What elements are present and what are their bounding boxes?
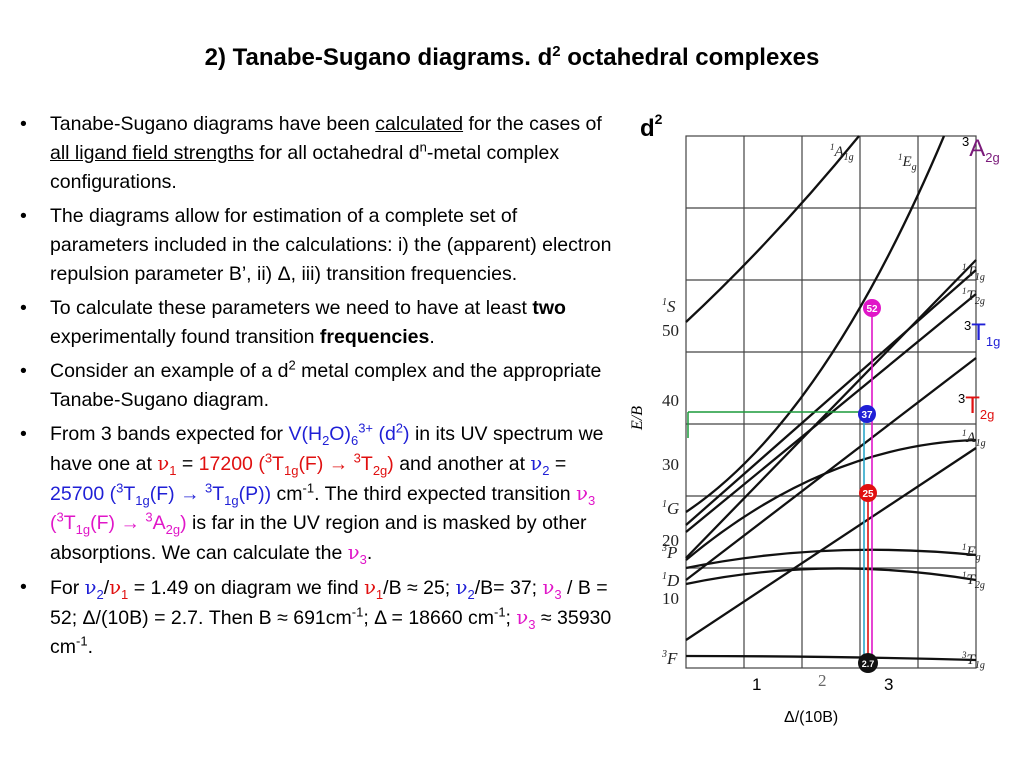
- top-term-labels: 1A1g 1Eg: [830, 142, 917, 173]
- term-label-1G: 1G: [662, 499, 679, 518]
- marker-2.7-label: 2.7: [862, 659, 875, 669]
- term-label-1A1g-top: 1A1g: [830, 142, 854, 163]
- big-state-labels: 3A2g 3T1g 3T2g: [958, 134, 1000, 422]
- marker-37-dot: [858, 405, 876, 423]
- grid-frame: [685, 135, 977, 669]
- y-tick-label: 50: [662, 321, 679, 340]
- big-label-3T2g: 3T2g: [958, 391, 994, 422]
- y-tick-label: 30: [662, 455, 679, 474]
- term-label-3P: 3P: [661, 543, 677, 562]
- curve-1A1g: [685, 438, 977, 561]
- term-label-3T1g-ground: 3T1g: [961, 650, 985, 671]
- big-label-3T1g: 3T1g: [964, 318, 1000, 349]
- curve-3A2g: [685, 259, 977, 559]
- tanabe-sugano-diagram: d2 E/B 50 40 30 20 10 1S 1G 3P 1D 3F 1A1…: [629, 111, 1000, 726]
- y-tick-labels: 50 40 30 20 10: [662, 321, 679, 608]
- marker-25-label: 25: [862, 489, 874, 500]
- curve-1Eg: [685, 548, 977, 570]
- bullet-6: For ν2/ν1 = 1.49 on diagram we find ν1/B…: [20, 573, 615, 662]
- curve-3T1g-ground: [685, 654, 977, 662]
- bullet-4: Consider an example of a d2 metal comple…: [20, 357, 615, 415]
- marker-37-label: 37: [861, 410, 873, 421]
- y-tick-label: 40: [662, 391, 679, 410]
- left-term-labels: 1S 1G 3P 1D 3F: [661, 297, 680, 668]
- bullet-list: Tanabe-Sugano diagrams have been calcula…: [20, 110, 615, 667]
- energy-curves: [685, 135, 977, 662]
- curve-1T2g: [685, 293, 977, 533]
- bullet-2: The diagrams allow for estimation of a c…: [20, 202, 615, 289]
- term-label-1A1g: 1A1g: [962, 428, 986, 449]
- term-label-1Eg: 1Eg: [962, 542, 981, 563]
- x-tick-label: 3: [884, 675, 893, 694]
- bullet-3: To calculate these parameters we need to…: [20, 294, 615, 352]
- diagram-grid: [685, 135, 977, 669]
- marker-2.7-dot: [858, 653, 878, 673]
- term-label-1T1g: 1T1g: [962, 262, 985, 283]
- term-label-1Eg-top: 1Eg: [898, 152, 917, 173]
- bullet-5: From 3 bands expected for V(H2O)63+ (d2)…: [20, 420, 615, 568]
- slide-title: 2) Tanabe-Sugano diagrams. d2 octahedral…: [204, 43, 820, 71]
- right-term-labels: 1T1g 1T2g 1A1g 1Eg 1T2g 3T1g: [961, 262, 986, 671]
- x-tick-labels: 1 2 3: [752, 671, 893, 694]
- curve-3T1g-P: [685, 357, 977, 581]
- curve-1A1g-top: [685, 135, 860, 323]
- marker-52-label: 52: [866, 304, 878, 315]
- curve-1T2g: [685, 567, 977, 586]
- marker-badges: 52 37 25 2.7: [858, 299, 881, 673]
- x-tick-label: 1: [752, 675, 761, 694]
- term-label-3F: 3F: [661, 649, 678, 668]
- y-tick-label: 10: [662, 589, 679, 608]
- marker-25-dot: [859, 484, 877, 502]
- x-axis-label: Δ/(10B): [784, 709, 838, 726]
- curve-1Eg-top: [685, 135, 946, 513]
- term-label-1T2g-low: 1T2g: [962, 570, 985, 591]
- curve-1T1g: [685, 269, 977, 526]
- term-label-1S: 1S: [662, 297, 676, 316]
- curve-3T2g: [685, 447, 977, 641]
- term-label-1T2g: 1T2g: [962, 286, 985, 307]
- x-tick-label: 2: [818, 671, 827, 690]
- y-tick-label: 20: [662, 531, 679, 550]
- term-label-1D: 1D: [662, 571, 680, 590]
- bullet-1: Tanabe-Sugano diagrams have been calcula…: [20, 110, 615, 197]
- d-config-label: d2: [640, 111, 663, 142]
- big-label-3A2g: 3A2g: [962, 134, 1000, 165]
- y-axis-label: E/B: [629, 406, 646, 431]
- marker-52-dot: [863, 299, 881, 317]
